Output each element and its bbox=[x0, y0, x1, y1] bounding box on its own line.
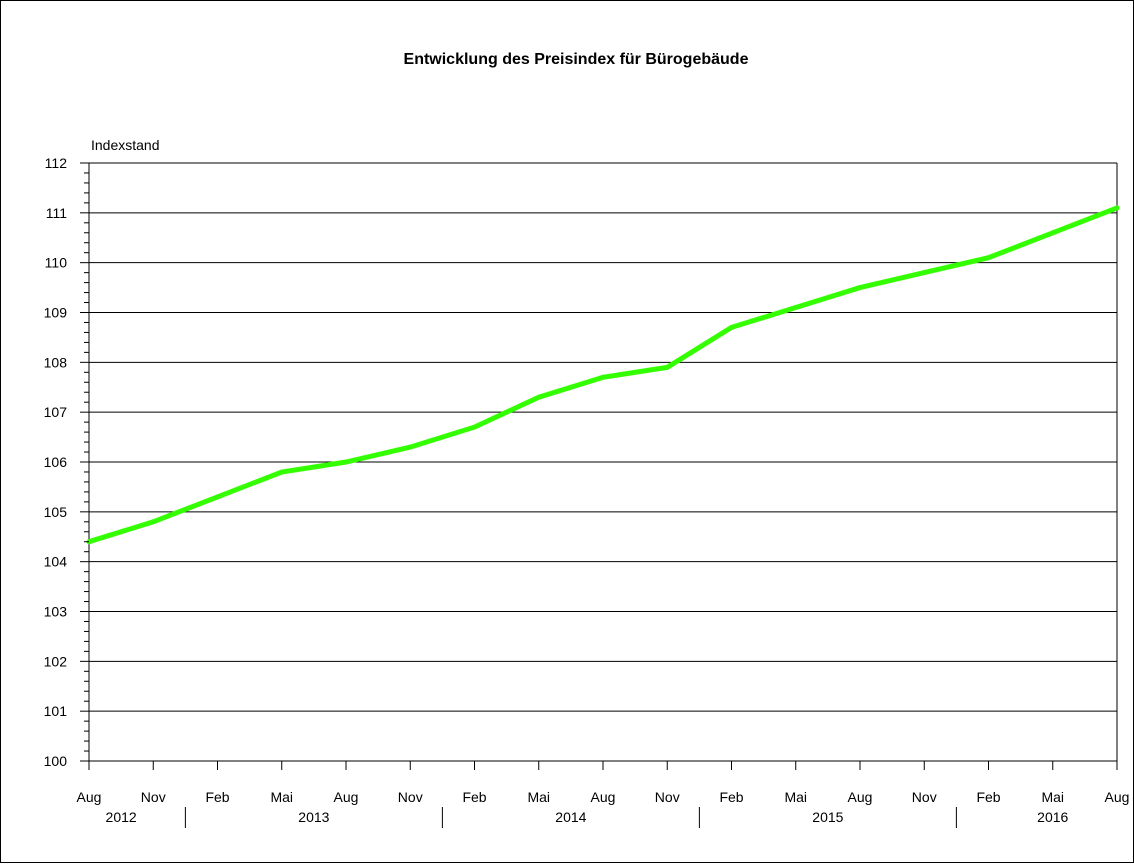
x-tick-label-5: Nov bbox=[398, 789, 423, 805]
y-tick-label-112: 112 bbox=[45, 155, 68, 171]
year-label-2015: 2015 bbox=[812, 809, 843, 825]
y-tick-label-106: 106 bbox=[44, 454, 68, 470]
y-axis-ticks: 100 101 102 103 104 105 106 107 108 109 110 111 112 bbox=[44, 155, 89, 769]
data-point-13 bbox=[921, 270, 927, 276]
y-tick-label-102: 102 bbox=[44, 653, 68, 669]
year-label-2013: 2013 bbox=[298, 809, 329, 825]
y-tick-label-100: 100 bbox=[44, 753, 68, 769]
year-label-2012: 2012 bbox=[106, 809, 137, 825]
data-point-15 bbox=[1050, 230, 1056, 236]
x-tick-label-8: Aug bbox=[591, 789, 616, 805]
x-tick-label-12: Aug bbox=[848, 789, 873, 805]
x-tick-label-15: Mai bbox=[1041, 789, 1064, 805]
data-point-3 bbox=[279, 469, 285, 475]
x-tick-label-2: Feb bbox=[205, 789, 229, 805]
x-tick-label-1: Nov bbox=[141, 789, 166, 805]
x-tick-label-0: Aug bbox=[77, 789, 102, 805]
y-axis-label: Indexstand bbox=[91, 137, 160, 153]
y-tick-label-111: 111 bbox=[46, 205, 67, 221]
data-point-2 bbox=[215, 494, 220, 500]
x-tick-label-3: Mai bbox=[270, 789, 293, 805]
x-tick-label-7: Mai bbox=[527, 789, 550, 805]
y-tick-label-104: 104 bbox=[44, 554, 68, 570]
y-tick-label-109: 109 bbox=[44, 305, 68, 321]
data-point-8 bbox=[600, 374, 606, 380]
data-point-5 bbox=[407, 444, 413, 450]
data-point-12 bbox=[857, 285, 863, 291]
x-tick-label-14: Feb bbox=[976, 789, 1000, 805]
data-point-1 bbox=[150, 519, 156, 525]
data-point-6 bbox=[472, 424, 477, 430]
y-tick-label-110: 110 bbox=[45, 255, 68, 271]
x-tick-label-16: Aug bbox=[1105, 789, 1130, 805]
x-axis-ticks: Aug Nov Feb Mai Aug Nov Feb Mai Aug Nov Feb Mai Aug N… bbox=[77, 761, 1130, 828]
x-tick-label-13: Nov bbox=[912, 789, 937, 805]
y-tick-label-108: 108 bbox=[44, 354, 68, 370]
data-point-10 bbox=[729, 324, 734, 330]
x-tick-label-10: Feb bbox=[719, 789, 743, 805]
y-tick-label-107: 107 bbox=[44, 404, 68, 420]
gridlines bbox=[89, 162, 1117, 712]
year-label-2014: 2014 bbox=[555, 809, 586, 825]
data-point-14 bbox=[986, 255, 991, 261]
year-label-2016: 2016 bbox=[1037, 809, 1068, 825]
chart-title: Entwicklung des Preisindex für Bürogebäu… bbox=[404, 51, 749, 68]
data-point-4 bbox=[343, 459, 349, 465]
data-point-11 bbox=[793, 305, 799, 311]
y-tick-label-105: 105 bbox=[44, 504, 68, 520]
data-point-7 bbox=[536, 394, 542, 400]
data-point-9 bbox=[664, 364, 670, 370]
x-tick-label-4: Aug bbox=[334, 789, 359, 805]
y-tick-label-103: 103 bbox=[44, 604, 68, 620]
series-layer bbox=[86, 205, 1120, 545]
y-tick-label-101: 101 bbox=[44, 703, 68, 719]
x-tick-label-9: Nov bbox=[655, 789, 680, 805]
data-point-16 bbox=[1114, 205, 1120, 211]
x-tick-label-11: Mai bbox=[784, 789, 807, 805]
x-tick-label-6: Feb bbox=[462, 789, 486, 805]
